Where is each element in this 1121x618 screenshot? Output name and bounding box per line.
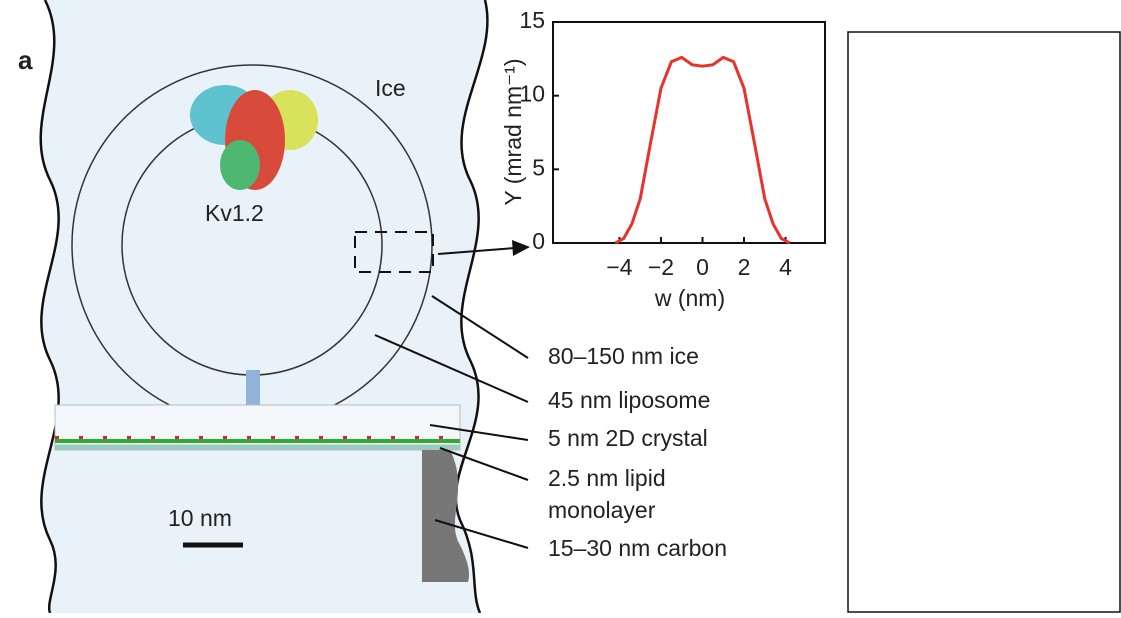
carbon xyxy=(422,450,470,582)
x-tick-label: 0 xyxy=(696,254,709,280)
2d-crystal xyxy=(54,404,461,451)
callout: 80–150 nm ice xyxy=(548,343,699,369)
leader-lines xyxy=(374,295,529,549)
x-tick-label: −2 xyxy=(648,254,674,280)
callout: 2.5 nm lipid xyxy=(548,465,666,491)
protein-label: Kv1.2 xyxy=(205,200,264,226)
y-tick-label: 5 xyxy=(532,154,545,180)
y-tick-label: 15 xyxy=(519,7,545,33)
x-tick-label: 4 xyxy=(779,254,792,280)
arrow-head xyxy=(512,240,530,256)
empty-panel xyxy=(847,31,1121,613)
x-tick-label: 2 xyxy=(738,254,751,280)
y-axis-label: Y (mrad nm⁻¹) xyxy=(500,58,526,205)
x-axis-label: w (nm) xyxy=(654,285,725,311)
callout: 5 nm 2D crystal xyxy=(548,425,708,451)
y-tick-label: 10 xyxy=(519,81,545,107)
ice-edge xyxy=(454,0,489,614)
callout: monolayer xyxy=(548,497,656,523)
data-line xyxy=(614,55,791,245)
scale-label: 10 nm xyxy=(168,505,232,531)
ice-background xyxy=(40,0,488,613)
panel-label: a xyxy=(18,45,33,75)
x-tick-label: −4 xyxy=(606,254,632,280)
ice-edge xyxy=(39,0,60,614)
arrow xyxy=(437,247,516,255)
callout: 45 nm liposome xyxy=(548,387,710,413)
y-tick-label: 0 xyxy=(532,228,545,254)
plot-area xyxy=(552,21,826,244)
callout: 15–30 nm carbon xyxy=(548,535,727,561)
protein xyxy=(190,85,318,405)
ice-label: Ice xyxy=(375,75,406,101)
